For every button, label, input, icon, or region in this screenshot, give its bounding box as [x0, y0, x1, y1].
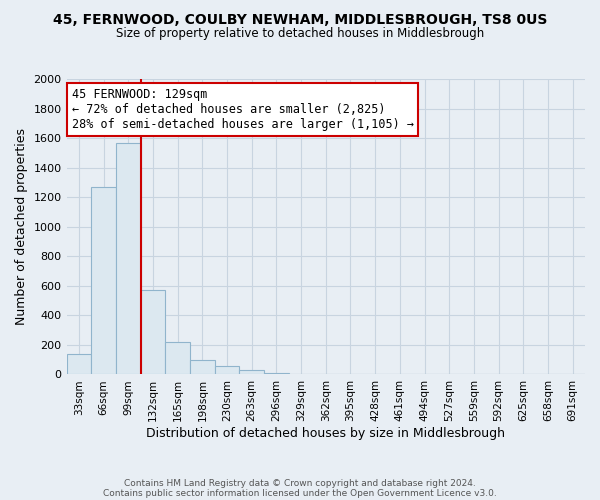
Bar [264, 373, 289, 374]
Bar [67, 354, 91, 374]
Text: Contains HM Land Registry data © Crown copyright and database right 2024.: Contains HM Land Registry data © Crown c… [124, 478, 476, 488]
X-axis label: Distribution of detached houses by size in Middlesbrough: Distribution of detached houses by size … [146, 427, 505, 440]
Bar [215, 366, 239, 374]
Bar [140, 290, 165, 374]
Bar [239, 370, 264, 374]
Bar [116, 142, 140, 374]
Bar [165, 342, 190, 374]
Bar [91, 187, 116, 374]
Text: 45, FERNWOOD, COULBY NEWHAM, MIDDLESBROUGH, TS8 0US: 45, FERNWOOD, COULBY NEWHAM, MIDDLESBROU… [53, 12, 547, 26]
Bar [190, 360, 215, 374]
Y-axis label: Number of detached properties: Number of detached properties [15, 128, 28, 325]
Text: Contains public sector information licensed under the Open Government Licence v3: Contains public sector information licen… [103, 488, 497, 498]
Text: Size of property relative to detached houses in Middlesbrough: Size of property relative to detached ho… [116, 28, 484, 40]
Text: 45 FERNWOOD: 129sqm
← 72% of detached houses are smaller (2,825)
28% of semi-det: 45 FERNWOOD: 129sqm ← 72% of detached ho… [72, 88, 414, 131]
